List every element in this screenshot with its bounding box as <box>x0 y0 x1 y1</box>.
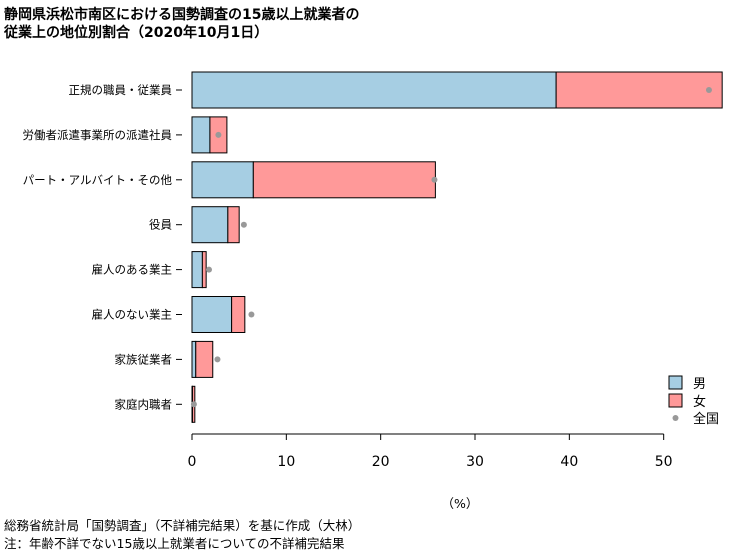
category-label: パート・アルバイト・その他 <box>23 173 173 187</box>
x-tick-label: 0 <box>188 454 197 470</box>
bar-men <box>191 251 203 289</box>
point-national <box>431 176 438 183</box>
category-label: 労働者派遣事業所の派遣社員 <box>23 128 173 142</box>
category-label: 家族従業者 <box>115 352 173 366</box>
bar-women <box>195 340 214 378</box>
legend-label-national: 全国 <box>693 411 719 427</box>
point-national <box>215 131 222 138</box>
legend-label-men: 男 <box>693 377 706 392</box>
bar-men <box>191 71 557 109</box>
bar-women <box>201 251 207 289</box>
chart-title-line2: 従業上の地位別割合（2020年10月1日） <box>4 25 269 41</box>
footnote: 注：年齢不詳でない15歳以上就業者についての不詳補完結果 <box>4 536 345 551</box>
bar-women <box>227 206 240 244</box>
x-tick-label: 30 <box>466 454 484 470</box>
point-national <box>214 356 221 363</box>
bar-women <box>252 161 436 199</box>
point-national <box>705 87 712 93</box>
category-label: 雇人のある業主 <box>92 263 173 277</box>
source-note: 総務省統計局「国勢調査」（不詳補完結果）を基に作成（大林） <box>4 518 361 533</box>
point-national <box>190 401 197 408</box>
category-label: 家庭内職者 <box>115 397 173 411</box>
bar-men <box>191 296 233 333</box>
bar-men <box>191 206 229 244</box>
category-label: 雇人のない業主 <box>92 308 173 322</box>
point-national <box>205 266 212 273</box>
bar-men <box>191 340 197 378</box>
bar-women <box>231 296 246 333</box>
category-label: 正規の職員・従業員 <box>69 83 173 97</box>
point-national <box>240 221 247 228</box>
x-tick-label: 50 <box>655 454 673 470</box>
bar-men <box>191 161 254 199</box>
x-axis-label: （%） <box>442 496 479 511</box>
legend-point-national <box>672 415 679 421</box>
legend-swatch-women <box>668 393 683 408</box>
category-label: 役員 <box>149 218 172 232</box>
x-tick-label: 20 <box>372 454 390 470</box>
chart-title-line1: 静岡県浜松市南区における国勢調査の15歳以上就業者の <box>4 7 360 23</box>
legend-swatch-men <box>668 375 683 390</box>
x-tick-label: 10 <box>277 454 295 470</box>
bar-men <box>191 116 211 154</box>
x-tick-label: 40 <box>560 454 578 470</box>
legend-label-women: 女 <box>693 394 706 410</box>
point-national <box>248 311 255 318</box>
bar-women <box>555 71 723 109</box>
